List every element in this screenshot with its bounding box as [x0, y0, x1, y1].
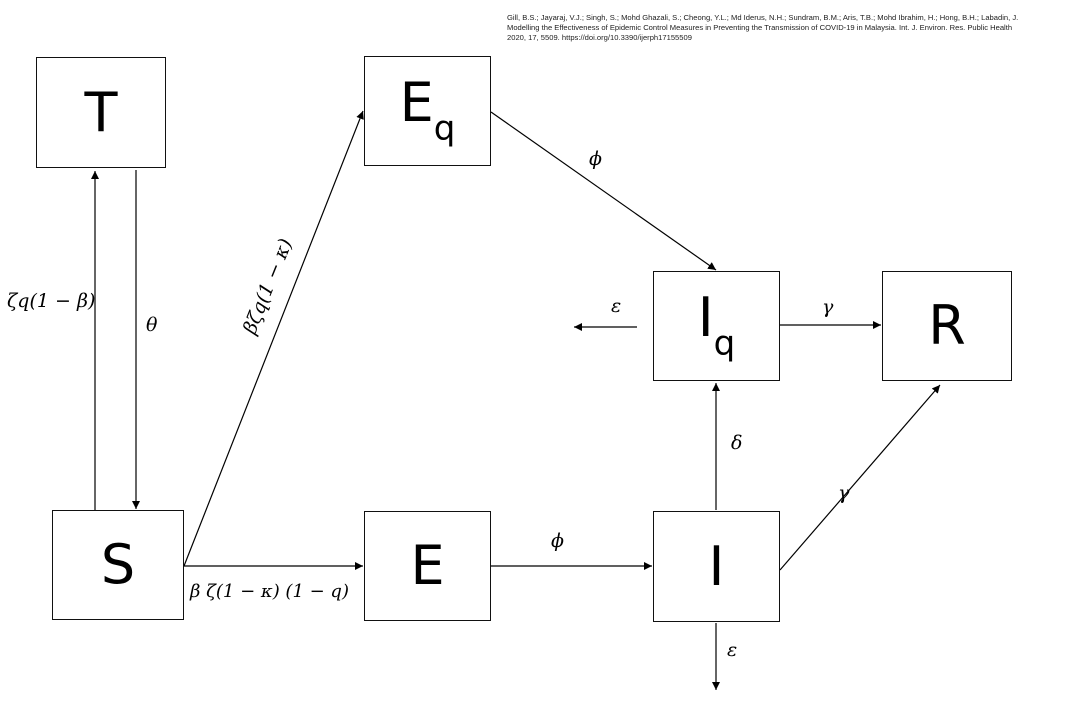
- edge-label-iq-out: ε: [611, 295, 622, 317]
- edge-label-t-to-s: θ: [146, 314, 158, 336]
- node-i-label: I: [708, 534, 725, 598]
- edge-label-i-out: ε: [727, 639, 738, 661]
- node-iq-subscript: q: [713, 323, 736, 364]
- node-e: E: [364, 511, 491, 621]
- edge-label-iq-to-r: γ: [822, 296, 834, 318]
- edge-label-i-to-r: γ: [838, 482, 850, 504]
- node-r-label: R: [928, 294, 966, 357]
- edge-label-e-to-i: ϕ: [551, 530, 564, 552]
- node-t: T: [36, 57, 166, 168]
- edge-label-eq-to-iq: ϕ: [589, 148, 602, 170]
- node-r: R: [882, 271, 1012, 381]
- citation-reference: 2020, 17, 5509. https://doi.org/10.3390/…: [507, 33, 692, 42]
- node-t-label: T: [84, 80, 118, 144]
- edge-i-to-r: [779, 384, 941, 571]
- node-e-label: E: [410, 534, 445, 597]
- node-s: S: [52, 510, 184, 620]
- edge-eq-to-iq: [490, 111, 717, 271]
- node-iq: Iq: [653, 271, 780, 381]
- node-i: I: [653, 511, 780, 622]
- edge-s-to-eq: [183, 110, 364, 567]
- node-iq-label: Iq: [697, 286, 736, 364]
- node-eq: Eq: [364, 56, 491, 166]
- citation-authors: Gill, B.S.; Jayaraj, V.J.; Singh, S.; Mo…: [507, 13, 1019, 22]
- node-eq-subscript: q: [433, 108, 456, 149]
- edge-label-s-to-e: β ζ(1 − κ) (1 − q): [190, 581, 349, 602]
- edge-label-i-to-iq: δ: [731, 432, 743, 454]
- edge-label-s-to-t: ζq(1 − β): [7, 290, 96, 312]
- citation-title: Modelling the Effectiveness of Epidemic …: [507, 23, 1013, 32]
- node-eq-label: Eq: [399, 71, 456, 149]
- citation: Gill, B.S.; Jayaraj, V.J.; Singh, S.; Mo…: [507, 13, 1072, 43]
- node-s-label: S: [100, 533, 136, 596]
